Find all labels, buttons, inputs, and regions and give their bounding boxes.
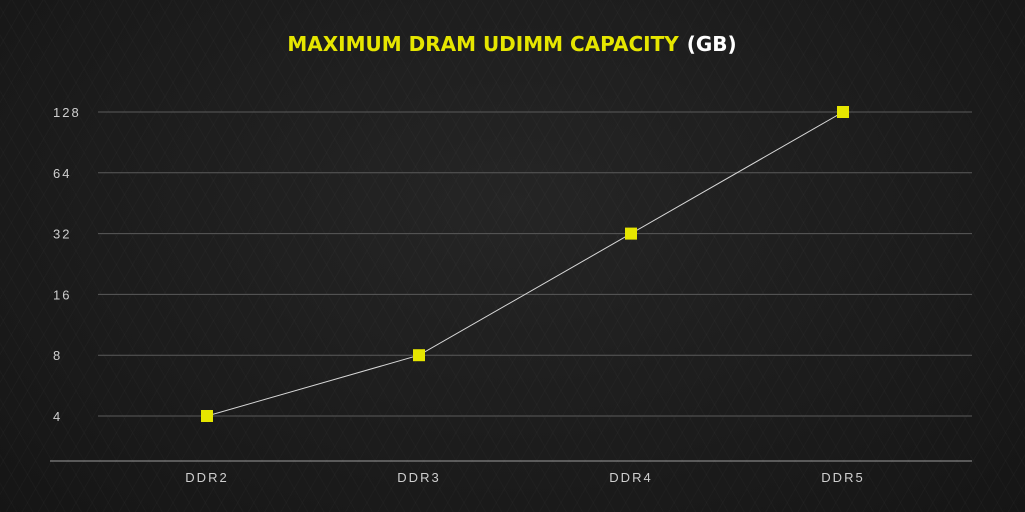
chart-title-unit: (GB) bbox=[687, 32, 737, 56]
grid-lines bbox=[98, 111, 972, 417]
y-axis-ticks: 4 8 16 32 64 128 bbox=[53, 105, 81, 424]
y-tick-label-8: 8 bbox=[53, 348, 62, 363]
x-tick-label-ddr4: DDR4 bbox=[609, 470, 652, 485]
data-point-ddr4 bbox=[625, 227, 637, 240]
y-tick-label-4: 4 bbox=[53, 409, 62, 424]
series-layer bbox=[201, 106, 849, 422]
data-point-ddr3 bbox=[413, 349, 425, 362]
y-tick-label-32: 32 bbox=[53, 227, 71, 242]
data-point-ddr2 bbox=[201, 410, 213, 422]
chart-title: MAXIMUM DRAM UDIMM CAPACITY (GB) bbox=[287, 32, 736, 56]
y-tick-label-128: 128 bbox=[53, 105, 81, 120]
data-point-ddr5 bbox=[837, 106, 849, 118]
y-tick-label-64: 64 bbox=[53, 166, 71, 181]
x-tick-label-ddr2: DDR2 bbox=[185, 470, 228, 485]
chart-title-main: MAXIMUM DRAM UDIMM CAPACITY bbox=[287, 32, 679, 56]
x-tick-label-ddr5: DDR5 bbox=[821, 470, 864, 485]
x-axis-ticks: DDR2 DDR3 DDR4 DDR5 bbox=[185, 470, 864, 485]
y-tick-label-16: 16 bbox=[53, 287, 71, 302]
x-tick-label-ddr3: DDR3 bbox=[397, 470, 440, 485]
series-line-0 bbox=[206, 111, 844, 417]
